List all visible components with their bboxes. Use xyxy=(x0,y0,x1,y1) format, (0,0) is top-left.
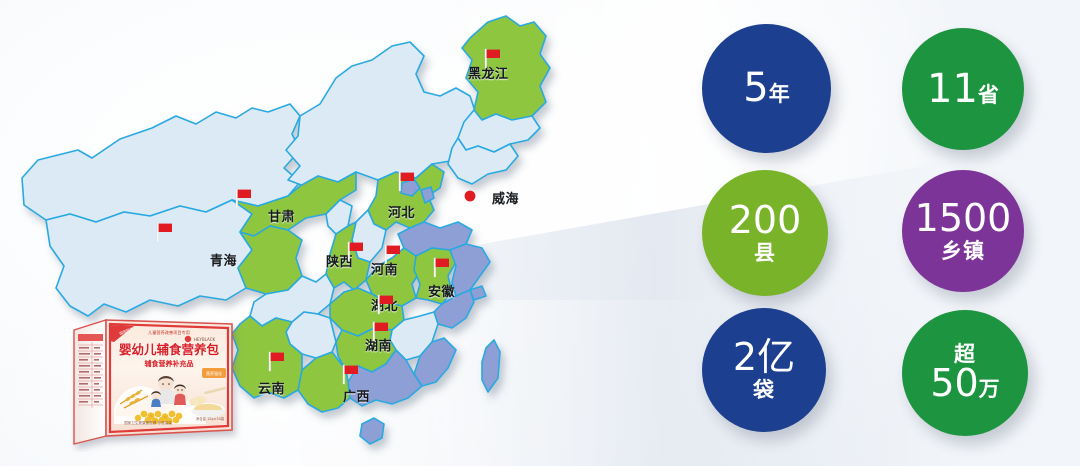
cut-off-title-text xyxy=(636,0,936,6)
flag-icon-guangxi xyxy=(342,364,358,385)
map-label-guangxi: 广西 xyxy=(343,390,371,405)
stat-counties-value: 200 xyxy=(728,197,802,242)
flag-icon-qinghai xyxy=(156,222,172,243)
stat-counties-unit: 县 xyxy=(754,241,776,266)
province-liaoning xyxy=(447,137,519,185)
stat-circle-provinces[interactable]: 11省 xyxy=(902,28,1024,150)
province-jilin xyxy=(457,109,541,153)
stat-provinces-value: 11省 xyxy=(927,65,999,112)
province-jiangsu xyxy=(449,243,491,297)
stat-circle-counties[interactable]: 200 县 xyxy=(702,170,828,296)
product-figures xyxy=(151,376,186,407)
product-net-weight: 净含量 12g×30袋 xyxy=(196,416,225,421)
map-label-hunan: 湖南 xyxy=(365,339,393,354)
stat-townships-unit: 乡镇 xyxy=(941,239,985,264)
weihai-dot-icon xyxy=(464,190,476,202)
china-map-svg xyxy=(21,15,551,445)
stat-circle-bags[interactable]: 2亿 袋 xyxy=(702,308,826,432)
map-label-yunnan: 云南 xyxy=(258,382,286,397)
province-tianjin xyxy=(420,186,435,204)
flag-icon-anhui xyxy=(433,257,449,278)
product-bottom-text: 国家卫生健康委推荐 标准袋装 xyxy=(124,420,172,425)
province-xinjiang xyxy=(21,103,301,223)
stat-people-prefix: 超 xyxy=(954,342,976,367)
stat-townships-value: 1500 xyxy=(914,195,1012,240)
svg-text:国家配方: 国家配方 xyxy=(119,326,135,336)
province-qinghai xyxy=(237,225,303,295)
stat-circle-townships[interactable]: 1500 乡镇 xyxy=(902,170,1024,292)
product-corner-flash: 国家配方 xyxy=(110,325,134,342)
product-bowl xyxy=(189,386,226,418)
province-guangdong xyxy=(347,349,423,407)
flag-icon-yunnan xyxy=(268,351,284,372)
province-taiwan xyxy=(481,339,501,393)
product-title: 婴幼儿辅食营养包 xyxy=(119,342,220,357)
flag-icon-shaanxi xyxy=(347,241,363,262)
province-hainan xyxy=(359,417,385,445)
china-map: 黑龙江 甘肃 青海 陕西 河北 河南 安徽 湖北 湖南 云南 广西 威海 xyxy=(21,15,551,445)
map-label-anhui: 安徽 xyxy=(428,285,456,300)
map-label-gansu: 甘肃 xyxy=(268,210,296,225)
svg-text:HEYBLACK: HEYBLACK xyxy=(194,337,216,342)
flag-icon-hebei xyxy=(398,171,414,192)
stat-people-value: 50万 xyxy=(930,361,1000,406)
map-label-qinghai: 青海 xyxy=(210,254,238,269)
map-label-heilongjiang: 黑龙江 xyxy=(468,67,509,82)
stat-years-value: 5年 xyxy=(743,65,790,112)
stat-bags-unit: 袋 xyxy=(753,378,775,403)
product-top-strip: 儿童营养改善项目专用 xyxy=(148,329,190,336)
product-grains xyxy=(134,410,183,425)
flag-icon-hubei xyxy=(377,294,393,315)
flag-icon-gansu xyxy=(235,188,251,209)
flag-icon-heilongjiang xyxy=(484,48,500,69)
map-label-weihai: 威海 xyxy=(492,192,520,207)
flag-icon-hunan xyxy=(372,321,388,342)
province-heilongjiang xyxy=(461,15,551,121)
product-illustration xyxy=(114,376,226,425)
svg-text:营养强化: 营养强化 xyxy=(206,370,222,376)
stat-circle-people[interactable]: 超 50万 xyxy=(902,310,1028,436)
map-label-henan: 河南 xyxy=(371,263,399,278)
product-brand: HEYBLACK xyxy=(184,335,216,343)
product-package-svg: 儿童营养改善项目专用 HEYBLACK 国家配方 婴幼儿辅食营养包 辅食营养补充… xyxy=(73,319,233,445)
province-yunnan xyxy=(231,315,303,399)
product-package: 儿童营养改善项目专用 HEYBLACK 国家配方 婴幼儿辅食营养包 辅食营养补充… xyxy=(70,304,245,452)
flag-icon-henan xyxy=(384,244,400,265)
map-label-shaanxi: 陕西 xyxy=(326,255,354,270)
product-subtitle: 辅食营养补充品 xyxy=(145,359,194,368)
product-badge: 营养强化 xyxy=(202,368,226,378)
stat-bags-value: 2亿 xyxy=(732,334,796,379)
map-label-hebei: 河北 xyxy=(388,206,416,221)
nutrition-table xyxy=(78,334,103,408)
stat-circle-years[interactable]: 5年 xyxy=(702,24,831,153)
